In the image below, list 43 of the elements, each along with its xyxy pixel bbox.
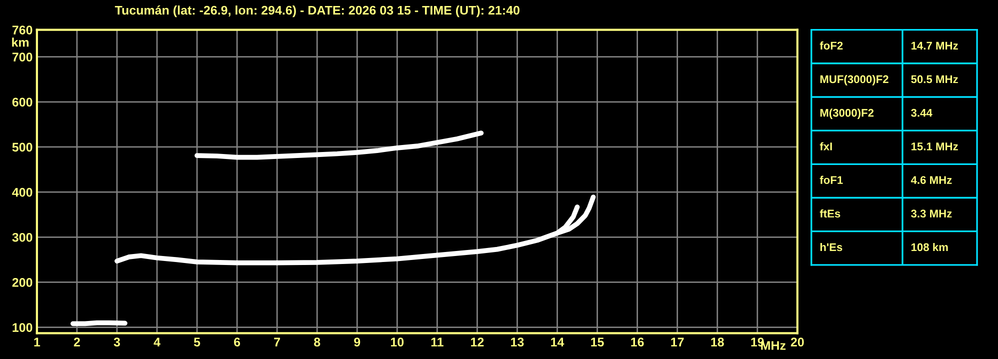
y-tick-label: 200 [12,278,32,287]
x-tick-label: 11 [431,338,444,346]
y-tick-label: 400 [12,188,32,197]
x-tick-label: 5 [194,338,200,346]
text: ftEs [820,209,840,218]
text: 108 km [911,242,948,252]
x-tick-label: 7 [274,338,280,346]
x-tick-label: 18 [711,338,724,346]
x-tick-label: 20 [790,338,804,346]
text: foF2 [820,41,843,50]
y-tick-label: 500 [12,142,32,152]
text: 4.6 MHz [910,176,952,184]
y-tick-label: 700 [12,52,32,62]
text: h'Es [820,242,842,252]
x-tick-label: 15 [591,338,604,346]
x-tick-label: 6 [234,338,240,346]
text: 3.44 [911,108,932,117]
x-tick-label: 8 [314,338,320,346]
text: 3.3 MHz [911,210,952,218]
y-tick-label: 300 [12,232,32,242]
x-tick-label: 2 [74,338,80,346]
text: fxI [820,142,832,150]
x-tick-label: 1 [34,338,40,346]
chart-title: Tucumán (lat: -26.9, lon: 294.6) - DATE: 2026 03 15 - TIME (UT): 21:40 [114,5,520,18]
x-tick-label: 13 [511,338,524,347]
text: MUF(3000)F2 [820,75,888,86]
x-tick-label: 17 [671,338,684,346]
x-tick-label: 9 [354,338,360,346]
text: 15.1 MHz [911,142,958,150]
x-tick-label: 4 [154,338,160,346]
x-tick-label: 3 [114,338,120,347]
text: 14.7 MHz [911,42,958,50]
text: foF1 [820,176,843,184]
text: 50.5 MHz [911,75,958,84]
y-tick-label: 600 [12,98,32,107]
x-tick-label: 14 [551,338,564,346]
x-tick-label: 12 [471,338,484,346]
y-axis-title: km [12,38,29,47]
y-tick-label: 100 [12,323,32,332]
x-tick-label: 16 [631,338,644,346]
text: M(3000)F2 [820,108,874,119]
y-tick-label: 760 [12,26,32,34]
x-tick-label: 10 [390,338,404,346]
